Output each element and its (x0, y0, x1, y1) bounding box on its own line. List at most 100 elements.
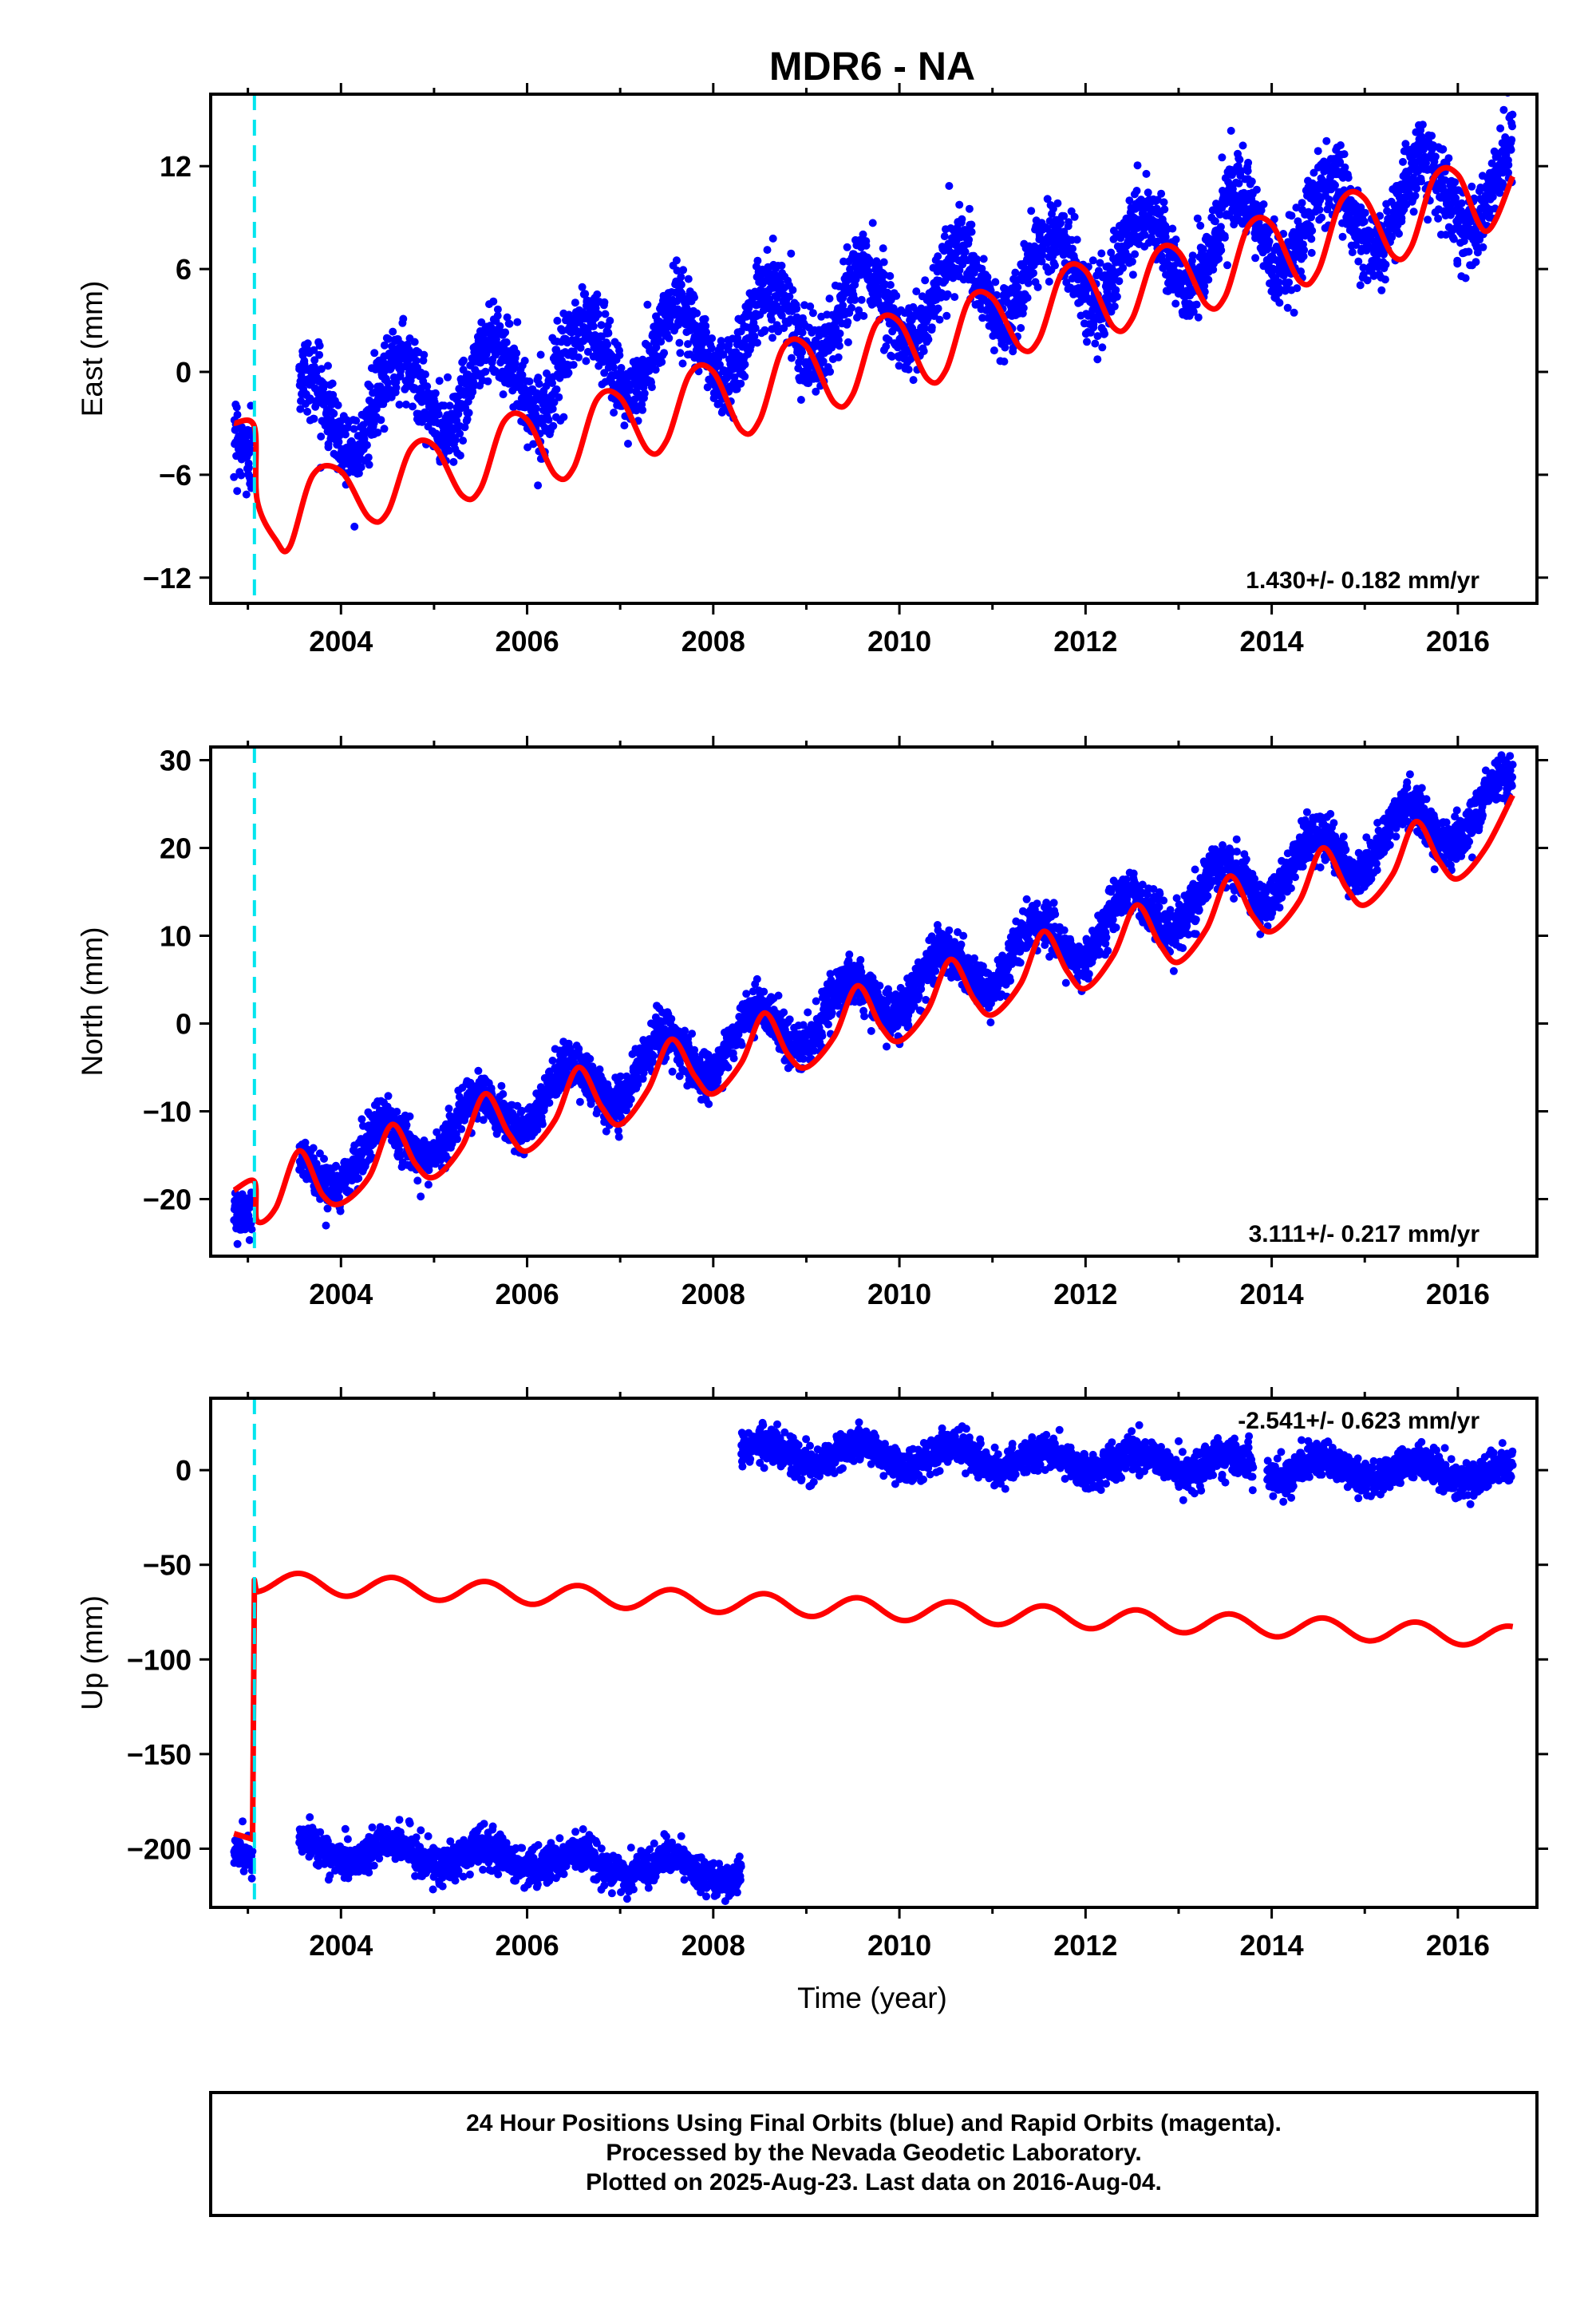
data-point (352, 417, 361, 425)
data-point (859, 311, 868, 320)
data-point (1049, 204, 1057, 213)
data-point (1300, 246, 1309, 255)
data-point (1237, 167, 1246, 176)
y-tick-label: −12 (143, 562, 192, 595)
data-point (1019, 303, 1028, 312)
data-point (1218, 153, 1227, 162)
data-point (879, 258, 888, 267)
data-point (468, 388, 477, 397)
data-point (1285, 278, 1294, 287)
data-point (826, 367, 835, 376)
data-point (1051, 261, 1059, 270)
data-point (1399, 157, 1407, 166)
data-point (245, 1235, 254, 1244)
east-position-points (230, 94, 1517, 531)
data-point (358, 1115, 366, 1124)
data-point (1348, 248, 1357, 257)
data-point (548, 1057, 557, 1065)
data-point (843, 243, 851, 251)
data-point (733, 334, 742, 342)
data-point (474, 1066, 483, 1075)
data-point (1160, 205, 1169, 214)
data-point (247, 1203, 255, 1211)
data-point (1070, 212, 1079, 221)
data-point (536, 350, 545, 359)
data-point (967, 227, 976, 236)
data-point (693, 309, 701, 318)
data-point (609, 363, 618, 372)
data-point (1325, 201, 1334, 209)
data-point (1125, 238, 1134, 247)
data-point (1193, 214, 1202, 223)
data-point (615, 351, 624, 360)
data-point (1418, 121, 1427, 129)
y-tick-label: 0 (176, 356, 192, 389)
x-tick-label: 2004 (309, 625, 373, 658)
data-point (1238, 141, 1247, 150)
data-point (843, 318, 852, 326)
data-point (834, 353, 843, 362)
data-point (1194, 313, 1203, 322)
data-point (1100, 330, 1109, 338)
data-point (600, 298, 609, 306)
data-point (792, 304, 801, 313)
data-point (457, 1124, 466, 1133)
data-point (420, 350, 429, 359)
data-point (1230, 220, 1238, 229)
data-point (1341, 163, 1349, 172)
data-point (1244, 158, 1253, 167)
data-point (405, 346, 413, 354)
y-tick-label: 6 (176, 253, 192, 286)
data-point (549, 421, 558, 430)
data-point (1411, 192, 1420, 200)
data-point (1307, 248, 1316, 257)
data-point (643, 300, 652, 309)
data-point (919, 347, 928, 355)
data-point (1161, 232, 1170, 241)
data-point (888, 327, 897, 336)
data-point (555, 393, 563, 401)
data-point (1227, 126, 1235, 135)
data-point (315, 350, 324, 359)
data-point (785, 292, 794, 301)
data-point (309, 1144, 318, 1152)
data-point (1083, 338, 1091, 346)
data-point (765, 295, 774, 304)
data-point (737, 379, 745, 388)
data-point (1216, 223, 1225, 231)
data-point (675, 338, 684, 347)
data-point (768, 334, 776, 342)
data-point (233, 1239, 242, 1248)
data-point (1508, 122, 1516, 131)
data-point (1507, 136, 1516, 144)
data-point (1363, 276, 1372, 285)
east-model-line (233, 164, 1515, 555)
data-point (534, 373, 543, 382)
x-tick-label: 2008 (681, 625, 745, 658)
data-point (610, 409, 618, 417)
data-point (1073, 235, 1081, 244)
data-point (456, 451, 464, 460)
data-point (525, 377, 534, 385)
data-point (780, 324, 788, 333)
data-point (719, 350, 728, 359)
data-point (550, 398, 559, 407)
data-point (1112, 286, 1120, 294)
data-point (1235, 156, 1244, 164)
data-point (332, 1161, 340, 1170)
data-point (569, 361, 578, 370)
data-point (1192, 300, 1201, 309)
x-tick-label: 2006 (496, 625, 559, 658)
data-point (246, 445, 255, 454)
data-point (1336, 141, 1345, 149)
data-point (1142, 169, 1151, 178)
data-point (649, 358, 658, 367)
data-point (882, 342, 891, 350)
data-point (715, 399, 723, 408)
data-point (1338, 232, 1347, 241)
data-point (1499, 105, 1508, 114)
data-point (559, 413, 568, 421)
data-point (460, 423, 469, 432)
data-point (1366, 227, 1375, 236)
data-point (538, 1120, 547, 1128)
